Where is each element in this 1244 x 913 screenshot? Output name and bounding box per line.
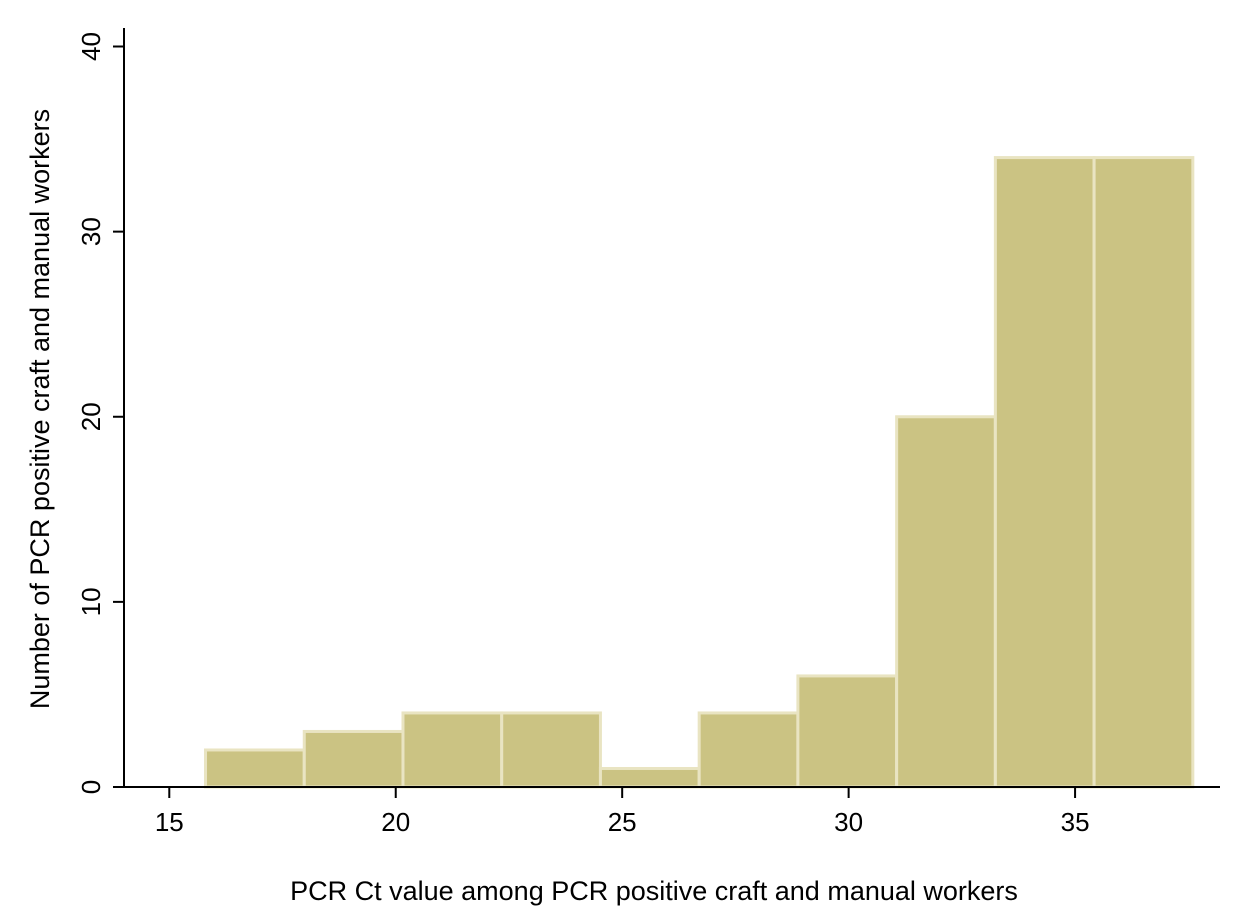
x-tick-label: 25 [608,807,637,837]
y-tick-label: 10 [76,587,106,616]
y-tick-label: 40 [76,32,106,61]
axes: 15 20 25 30 35 0 10 20 30 40 [76,28,1220,837]
histogram-bar [500,711,602,789]
histogram-bar [1092,156,1195,789]
x-axis-ticks: 15 20 25 30 35 [155,787,1090,837]
y-tick-label: 0 [76,780,106,794]
y-axis-title: Number of PCR positive craft and manual … [25,109,55,709]
histogram-bar [697,711,800,789]
histogram-bar [302,729,405,789]
x-tick-label: 35 [1061,807,1090,837]
histogram-bar [796,674,899,789]
y-axis-ticks: 0 10 20 30 40 [76,32,124,794]
x-tick-label: 20 [381,807,410,837]
histogram-bars [204,156,1195,789]
histogram-bar [401,711,504,789]
histogram-bar [895,415,997,789]
x-axis-title: PCR Ct value among PCR positive craft an… [290,876,1018,906]
x-tick-label: 15 [155,807,184,837]
histogram-bar [204,748,306,789]
x-tick-label: 30 [834,807,863,837]
histogram-bar [993,156,1096,789]
y-tick-label: 30 [76,217,106,246]
y-tick-label: 20 [76,402,106,431]
histogram-bar [598,766,701,789]
